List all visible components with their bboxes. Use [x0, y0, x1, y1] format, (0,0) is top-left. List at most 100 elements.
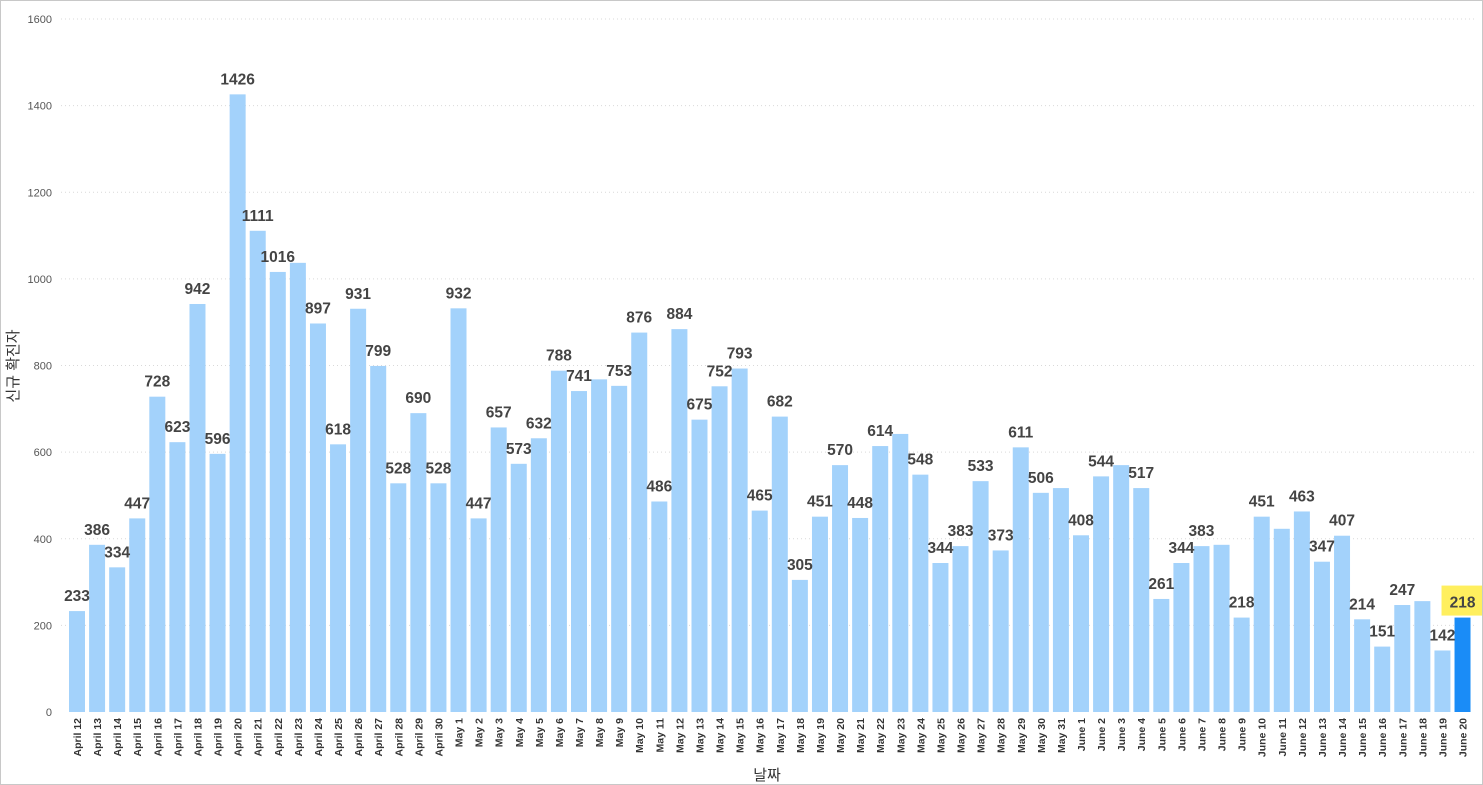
y-tick-label: 0: [46, 707, 52, 719]
bar[interactable]: [370, 365, 387, 712]
bar[interactable]: [1073, 535, 1089, 712]
bar[interactable]: [1354, 619, 1371, 712]
bar[interactable]: [1012, 447, 1029, 712]
bar[interactable]: [269, 271, 286, 712]
bar[interactable]: [751, 510, 768, 712]
bar[interactable]: [1052, 488, 1069, 712]
bar[interactable]: [1414, 601, 1431, 712]
bar[interactable]: [410, 413, 427, 712]
bar[interactable]: [952, 546, 969, 712]
bar[interactable]: [1273, 528, 1290, 712]
x-tick-label: May 25: [935, 718, 947, 753]
data-label: 528: [385, 460, 411, 477]
data-label: 233: [64, 588, 90, 605]
bar[interactable]: [591, 379, 608, 712]
data-label: 570: [827, 442, 853, 459]
bar[interactable]: [1293, 511, 1310, 712]
bar[interactable]: [1233, 617, 1250, 712]
bar[interactable]: [852, 517, 869, 712]
x-tick-label: April 26: [353, 718, 365, 757]
data-label: 596: [205, 431, 231, 448]
bar[interactable]: [872, 446, 889, 712]
bar[interactable]: [1153, 598, 1170, 712]
data-label: 741: [566, 368, 592, 385]
bar[interactable]: [1133, 488, 1150, 712]
bar[interactable]: [490, 427, 507, 712]
bar[interactable]: [350, 308, 367, 712]
bar[interactable]: [289, 262, 306, 712]
bar[interactable]: [89, 544, 106, 712]
bar[interactable]: [791, 579, 808, 712]
bar[interactable]: [1213, 544, 1230, 712]
bar[interactable]: [972, 481, 989, 712]
bar[interactable]: [1113, 465, 1130, 712]
bar[interactable]: [209, 453, 226, 712]
data-label: 533: [968, 458, 994, 475]
bar[interactable]: [611, 385, 628, 712]
x-tick-label: May 3: [494, 718, 506, 747]
bar[interactable]: [330, 444, 347, 712]
x-tick-label: May 31: [1056, 718, 1068, 753]
bar[interactable]: [731, 368, 748, 712]
bar[interactable]: [189, 303, 206, 712]
bar[interactable]: [711, 386, 728, 712]
bar[interactable]: [1173, 563, 1190, 712]
bar[interactable]: [1313, 561, 1330, 712]
data-label: 305: [787, 557, 813, 574]
bar[interactable]: [249, 230, 266, 712]
bar[interactable]: [1374, 646, 1391, 712]
bar[interactable]: [129, 518, 146, 712]
bar[interactable]: [169, 442, 186, 712]
x-axis-title: 날짜: [753, 767, 781, 784]
bar[interactable]: [651, 501, 668, 712]
x-tick-label: June 1: [1076, 718, 1088, 751]
bar[interactable]: [530, 438, 547, 712]
data-label: 793: [727, 346, 753, 363]
bar[interactable]: [631, 332, 648, 712]
bar[interactable]: [109, 567, 126, 712]
data-labels: 233 386 334 447 728 623 942 596 1426 1111 1016 897 6…: [64, 71, 1482, 644]
bar[interactable]: [1434, 650, 1451, 712]
data-label: 383: [948, 523, 974, 540]
bar[interactable]: [1032, 492, 1049, 712]
y-tick-label: 400: [34, 534, 52, 546]
bar[interactable]: [149, 396, 166, 712]
bar[interactable]: [470, 518, 487, 712]
bar[interactable]: [1253, 516, 1270, 712]
bar[interactable]: [550, 370, 567, 712]
bar[interactable]: [992, 550, 1009, 712]
bar[interactable]: [832, 465, 849, 712]
bar[interactable]: [229, 94, 246, 712]
bar[interactable]: [811, 516, 828, 712]
bar[interactable]: [510, 463, 527, 712]
bar[interactable]: [771, 416, 788, 712]
x-tick-label: April 17: [172, 718, 184, 757]
bar[interactable]: [932, 563, 949, 712]
x-tick-label: June 14: [1337, 718, 1349, 757]
x-tick-label: April 23: [293, 718, 305, 757]
bar[interactable]: [309, 323, 326, 712]
bar[interactable]: [1394, 605, 1411, 712]
data-label: 448: [847, 495, 873, 512]
y-tick-label: 600: [34, 447, 52, 459]
bar[interactable]: [430, 483, 447, 712]
x-tick-label: June 16: [1377, 718, 1389, 757]
x-tick-label: June 7: [1196, 718, 1208, 751]
bar[interactable]: [691, 419, 708, 712]
x-tick-label: May 13: [694, 718, 706, 753]
bar[interactable]: [1093, 476, 1110, 712]
bar[interactable]: [571, 391, 587, 712]
x-tick-label: May 12: [674, 718, 686, 753]
bar[interactable]: [390, 483, 407, 712]
bar[interactable]: [1193, 546, 1210, 712]
bar[interactable]: [1454, 617, 1471, 712]
bar[interactable]: [450, 308, 467, 712]
data-label: 728: [144, 374, 170, 391]
bar[interactable]: [69, 611, 85, 712]
bar[interactable]: [671, 329, 688, 712]
data-label: 517: [1128, 465, 1154, 482]
x-tick-label: April 27: [373, 718, 385, 757]
bar[interactable]: [892, 433, 909, 712]
bar[interactable]: [1334, 535, 1351, 712]
bar[interactable]: [912, 474, 929, 712]
